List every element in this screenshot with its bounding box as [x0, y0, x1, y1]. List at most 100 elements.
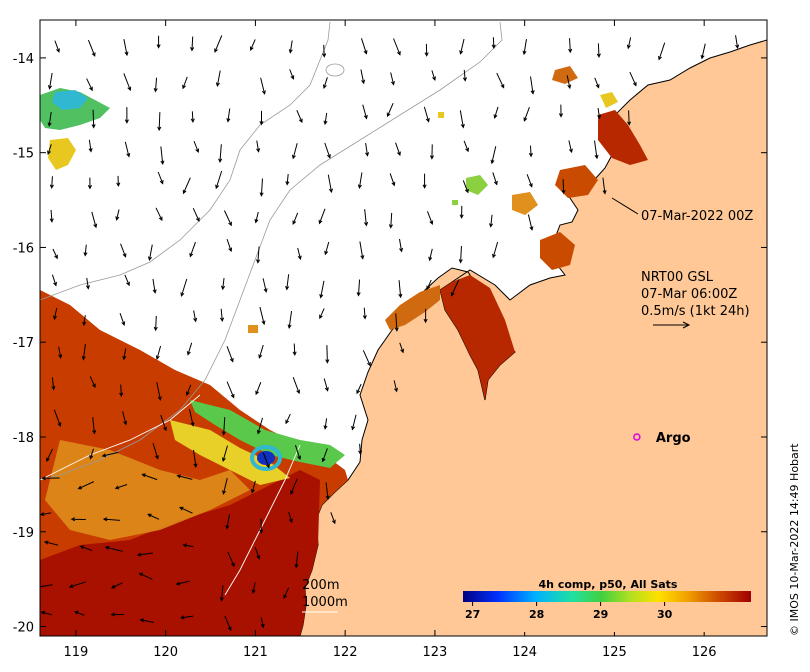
current-arrow	[256, 246, 261, 264]
current-arrow	[431, 70, 436, 81]
current-arrow	[496, 72, 505, 89]
current-arrow	[152, 443, 159, 460]
current-arrow	[160, 414, 167, 432]
current-arrow	[566, 75, 572, 90]
x-axis: 119 120 121 122 123 124 125 126	[63, 20, 717, 660]
current-arrow	[393, 38, 401, 56]
current-arrow	[157, 112, 162, 132]
current-arrow	[526, 174, 533, 188]
current-arrow	[250, 480, 256, 494]
contour-200m-line	[40, 21, 503, 481]
current-arrow	[122, 348, 127, 361]
current-arrow	[568, 140, 573, 154]
current-arrow	[115, 209, 120, 221]
current-arrow	[324, 142, 331, 159]
current-arrow	[193, 310, 198, 323]
current-arrow	[285, 413, 291, 425]
current-arrow	[735, 35, 740, 50]
current-arrow	[190, 36, 195, 52]
current-arrow	[51, 274, 57, 287]
current-arrow	[426, 279, 432, 291]
current-arrow	[87, 177, 92, 190]
current-arrow	[153, 77, 158, 93]
current-arrow	[40, 610, 52, 616]
current-arrow	[52, 248, 58, 260]
y-tick-label: -19	[13, 526, 34, 541]
current-arrow	[626, 37, 632, 50]
current-arrow	[292, 212, 299, 225]
current-arrow	[124, 274, 130, 287]
current-arrow	[262, 278, 268, 293]
current-arrow	[218, 144, 223, 163]
current-arrow	[389, 173, 396, 187]
colorbar-title: 4h comp, p50, All Sats	[539, 578, 678, 591]
current-arrow	[86, 78, 93, 92]
current-arrow	[602, 177, 607, 195]
current-arrow	[395, 142, 401, 157]
current-arrow	[358, 443, 363, 456]
current-arrow	[110, 582, 123, 589]
current-arrow	[221, 445, 228, 462]
current-arrow	[325, 345, 330, 364]
current-arrow	[283, 587, 290, 600]
current-arrow	[219, 585, 224, 602]
current-arrow	[700, 43, 706, 60]
current-arrow	[192, 207, 200, 222]
current-arrow	[291, 143, 298, 160]
current-arrow	[462, 180, 469, 194]
x-tick-label: 123	[422, 645, 447, 660]
sst-patch-green-band	[190, 400, 345, 468]
current-arrow	[116, 175, 121, 187]
current-arrow	[122, 411, 128, 426]
current-scale-label: 0.5m/s (1kt 24h)	[641, 304, 750, 319]
current-arrow	[459, 38, 465, 55]
current-arrow	[294, 445, 302, 461]
current-arrow	[362, 307, 367, 320]
current-arrow	[490, 146, 497, 165]
argo-marker[interactable]	[633, 433, 641, 441]
current-arrow	[182, 543, 194, 548]
current-arrow	[58, 346, 63, 359]
current-arrow	[124, 107, 129, 124]
current-arrow	[424, 43, 429, 57]
current-arrow	[226, 346, 234, 363]
sst-patch-mid-orange	[512, 192, 538, 215]
current-arrow	[393, 380, 399, 393]
current-arrow	[292, 377, 301, 395]
current-arrow	[119, 313, 126, 327]
plot-frame	[39, 19, 768, 637]
current-arrow	[627, 110, 632, 126]
current-arrow	[259, 110, 264, 126]
colorbar-tick-label: 30	[657, 608, 673, 621]
current-arrow	[450, 279, 460, 297]
current-arrow	[156, 35, 161, 49]
current-arrow	[123, 73, 132, 92]
current-arrow	[290, 478, 298, 495]
current-arrow	[40, 584, 53, 588]
current-arrow	[215, 170, 223, 190]
current-arrow	[294, 551, 299, 569]
current-arrow	[70, 517, 86, 522]
sst-patch-northeast-1	[598, 110, 648, 165]
current-arrow	[323, 418, 328, 430]
current-arrow	[43, 540, 59, 546]
y-tick-label: -15	[13, 147, 34, 162]
current-vectors	[40, 35, 740, 632]
current-arrow	[136, 552, 153, 557]
y-tick-label: -16	[13, 241, 34, 256]
current-arrow	[288, 511, 293, 524]
current-arrow	[141, 473, 158, 481]
sst-patch-mid-green	[466, 175, 488, 195]
current-arrow	[458, 246, 463, 264]
current-arrow	[254, 547, 261, 560]
current-arrow	[597, 108, 602, 120]
current-arrow	[41, 476, 60, 481]
current-arrow	[423, 308, 428, 324]
current-arrow	[388, 212, 393, 229]
current-arrow	[68, 581, 87, 589]
current-arrow	[160, 146, 165, 166]
sst-speck-1	[248, 325, 258, 333]
current-arrow	[594, 140, 599, 160]
current-arrow	[156, 382, 162, 401]
